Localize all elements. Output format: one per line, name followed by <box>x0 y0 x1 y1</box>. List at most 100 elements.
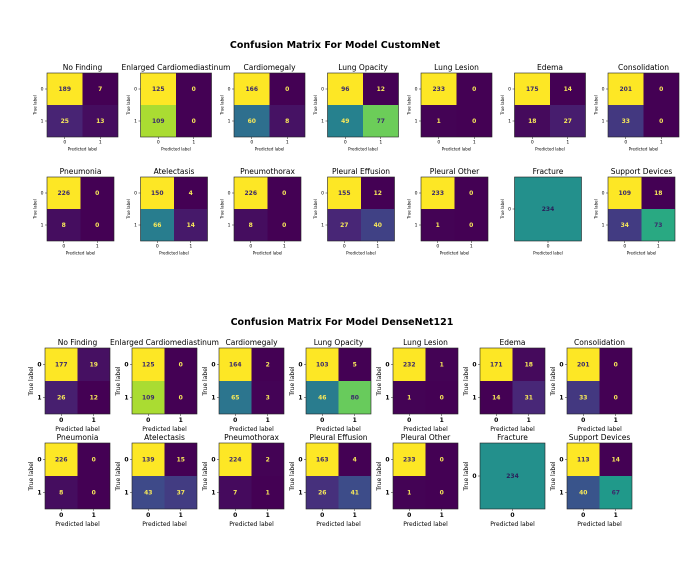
x-tick-label: 1 <box>566 140 569 146</box>
y-tick-label: 1 <box>134 223 137 229</box>
cell-value: 31 <box>525 395 533 402</box>
cell-value: 0 <box>469 190 473 197</box>
cell-r0-c1 <box>251 348 284 381</box>
cell-value: 234 <box>542 206 555 213</box>
x-tick-label: 1 <box>527 417 531 424</box>
cell-value: 226 <box>57 190 70 197</box>
cell-r0-c0 <box>480 443 545 509</box>
cell-r1-c0 <box>306 476 339 509</box>
cell-value: 0 <box>440 395 444 402</box>
cell-value: 155 <box>338 190 351 197</box>
cell-r1-c1 <box>550 105 586 137</box>
x-axis-label: Predicted label <box>316 426 361 433</box>
cell-value: 224 <box>229 457 242 464</box>
panel-fracture: Fracture 234 0 0 Predicted label True label <box>463 433 546 528</box>
y-tick-label: 1 <box>41 119 44 125</box>
cell-value: 0 <box>614 362 618 369</box>
cell-value: 2 <box>266 362 270 369</box>
cell-r0-c0 <box>45 443 78 476</box>
cell-value: 14 <box>187 222 195 229</box>
cell-r0-c1 <box>550 73 586 105</box>
x-tick-label: 1 <box>179 417 183 424</box>
x-tick-label: 1 <box>266 512 270 519</box>
cell-value: 66 <box>153 222 161 229</box>
cell-r1-c1 <box>269 105 305 137</box>
cell-value: 234 <box>506 473 519 480</box>
cell-value: 177 <box>55 362 68 369</box>
y-axis-label: True label <box>313 95 318 115</box>
cell-value: 73 <box>654 222 662 229</box>
cell-value: 27 <box>340 222 348 229</box>
y-tick-label: 1 <box>321 223 324 229</box>
panel-lung-lesion: Lung Lesion 232 1 1 0 0 0 1 1 Predicted label True… <box>376 338 459 433</box>
cell-value: 14 <box>612 457 620 464</box>
cell-value: 189 <box>58 86 71 93</box>
y-tick-label: 0 <box>415 191 418 197</box>
cell-value: 5 <box>353 362 357 369</box>
cell-r0-c0 <box>219 348 252 381</box>
y-axis-label: True label <box>407 95 412 115</box>
cell-r1-c1 <box>454 209 488 241</box>
y-tick-label: 1 <box>385 395 389 402</box>
x-tick-label: 1 <box>286 140 289 146</box>
y-tick-label: 1 <box>211 395 215 402</box>
cell-r0-c0 <box>393 348 426 381</box>
cell-value: 60 <box>248 118 256 125</box>
x-tick-label: 1 <box>440 417 444 424</box>
cell-value: 0 <box>179 362 183 369</box>
cell-r1-c0 <box>234 209 268 241</box>
x-tick-label: 0 <box>407 417 411 424</box>
panel-frame <box>327 176 395 242</box>
cell-r1-c1 <box>176 105 212 137</box>
x-tick-label: 0 <box>623 244 626 250</box>
cell-value: 40 <box>374 222 382 229</box>
cell-r1-c0 <box>608 209 642 241</box>
cell-value: 113 <box>577 457 590 464</box>
x-tick-label: 1 <box>657 244 660 250</box>
cell-value: 233 <box>432 86 445 93</box>
panel-title: Pleural Other <box>430 167 480 176</box>
panel-title: Cardiomegaly <box>225 338 278 347</box>
y-tick-label: 1 <box>415 119 418 125</box>
cell-value: 1 <box>440 362 444 369</box>
y-axis-label: True label <box>550 366 557 396</box>
cell-value: 8 <box>62 222 66 229</box>
y-axis-label: True label <box>550 461 557 491</box>
panel-pleural-other: Pleural Other 233 0 1 0 0 0 1 1 Predicted label Tr… <box>376 433 459 528</box>
cell-r0-c1 <box>425 348 458 381</box>
x-tick-label: 0 <box>320 417 324 424</box>
cell-r0-c1 <box>599 443 632 476</box>
cell-value: 34 <box>621 222 629 229</box>
cell-r1-c1 <box>164 381 197 414</box>
panel-title: Atelectasis <box>154 167 195 176</box>
cell-r0-c0 <box>234 73 270 105</box>
cell-r0-c1 <box>643 73 679 105</box>
cell-r0-c1 <box>176 73 212 105</box>
cell-r0-c1 <box>338 443 371 476</box>
cell-value: 1 <box>407 490 411 497</box>
panel-consolidation: Consolidation 201 0 33 0 0 0 1 1 Predicted label T… <box>550 338 633 433</box>
x-axis-label: Predicted label <box>229 426 274 433</box>
cell-r0-c0 <box>608 73 644 105</box>
x-axis-label: Predicted label <box>55 426 100 433</box>
panel-frame <box>514 72 586 138</box>
cell-r0-c0 <box>306 348 339 381</box>
x-axis-label: Predicted label <box>142 521 187 528</box>
cell-r1-c1 <box>599 381 632 414</box>
y-axis-label: True label <box>115 461 122 491</box>
panel-frame <box>233 176 302 242</box>
panel-frame <box>479 347 546 415</box>
x-tick-label: 0 <box>531 140 534 146</box>
cell-value: 25 <box>61 118 69 125</box>
panel-title: Pneumonia <box>60 167 102 176</box>
y-axis-label: True label <box>407 199 412 219</box>
cell-r1-c1 <box>77 476 110 509</box>
cell-r1-c1 <box>251 381 284 414</box>
cell-r0-c0 <box>132 348 165 381</box>
panel-title: Fracture <box>533 167 564 176</box>
cell-r0-c1 <box>361 177 395 209</box>
cell-r1-c0 <box>327 105 363 137</box>
cell-value: 0 <box>614 395 618 402</box>
